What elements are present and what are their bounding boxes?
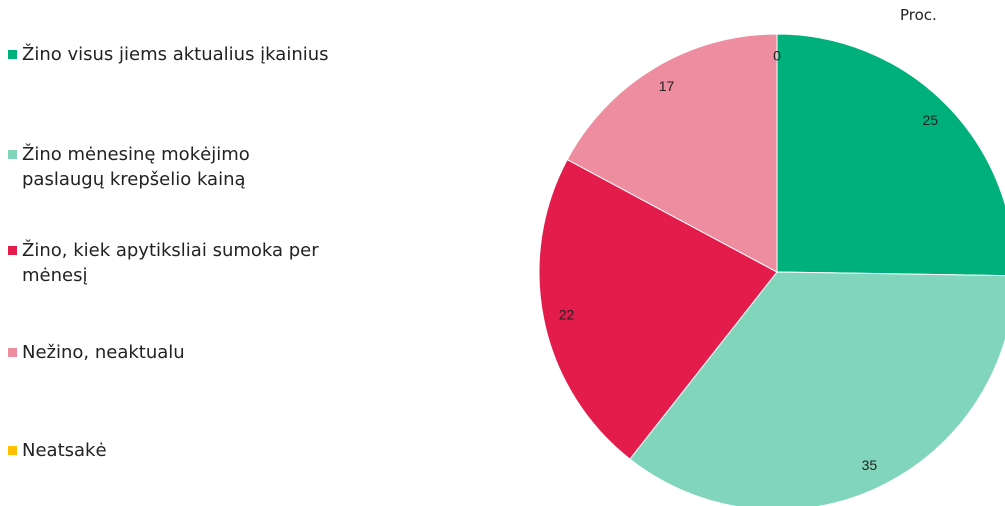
pie-slice (776, 33, 1005, 277)
pie-slice (538, 158, 778, 460)
legend-item: Neatsakė (8, 438, 408, 463)
data-label: 17 (659, 78, 675, 94)
legend-label: Žino mėnesinę mokėjimo paslaugų krepšeli… (22, 144, 250, 190)
legend-swatch (8, 150, 17, 159)
data-label: 35 (862, 457, 878, 473)
data-label: 25 (922, 112, 938, 128)
legend-label: Nežino, neaktualu (22, 342, 185, 363)
legend-swatch (8, 446, 17, 455)
legend-swatch (8, 246, 17, 255)
legend-item: Nežino, neaktualu (8, 340, 408, 365)
legend-swatch (8, 348, 17, 357)
legend-item: Žino, kiek apytiksliai sumoka per mėnesį (8, 238, 388, 288)
legend-label: Žino visus jiems aktualius įkainius (22, 44, 329, 65)
data-label: 0 (773, 48, 781, 64)
legend-item: Žino visus jiems aktualius įkainius (8, 42, 408, 67)
data-label: 22 (559, 307, 575, 323)
legend-item: Žino mėnesinę mokėjimo paslaugų krepšeli… (8, 142, 308, 192)
pie-slice (566, 33, 778, 273)
chart-title: Proc. (900, 6, 937, 24)
legend-label: Neatsakė (22, 440, 107, 461)
legend-swatch (8, 50, 17, 59)
pie-slice (629, 271, 1005, 506)
legend-label: Žino, kiek apytiksliai sumoka per mėnesį (22, 240, 319, 286)
